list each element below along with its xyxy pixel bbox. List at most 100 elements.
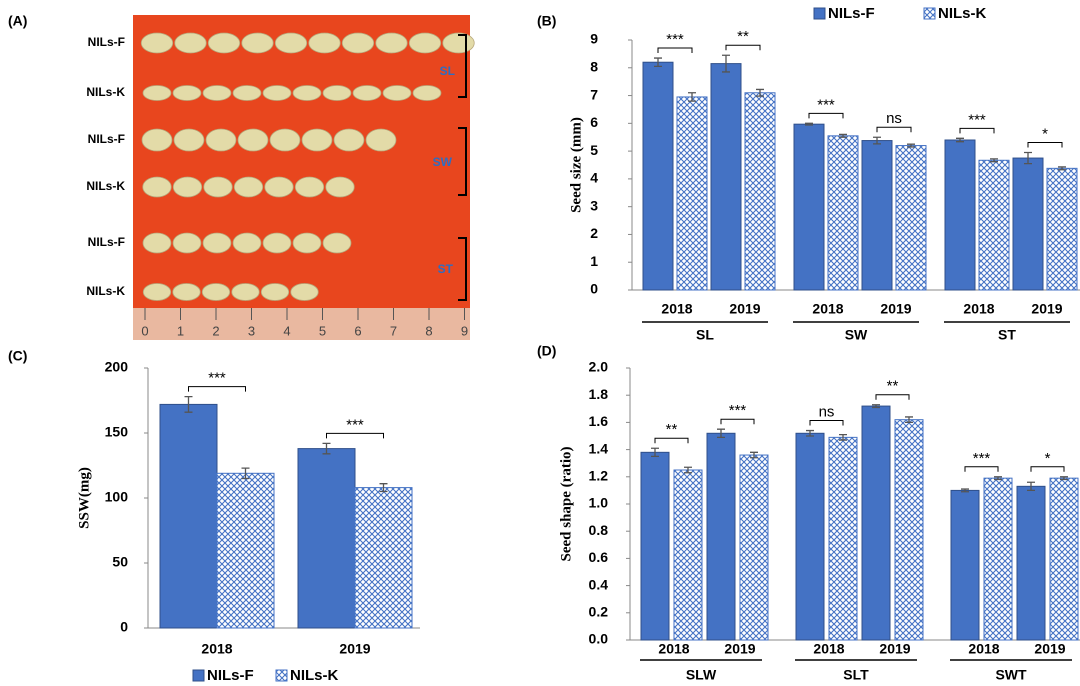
group-label: SW [845,327,868,343]
ruler-label: 4 [283,323,290,338]
seed [309,33,341,53]
bar [740,455,768,640]
x-tick-label: 2018 [963,301,994,317]
significance-bracket [1028,143,1062,148]
significance-label: *** [968,111,986,128]
bar [829,437,857,640]
seed [293,86,321,101]
row-label: NILs-F [88,235,125,249]
seed [275,33,307,53]
figure: (A)NILs-FNILs-KNILs-FNILs-KNILs-FNILs-KS… [0,0,1080,686]
ruler-label: 0 [141,323,148,338]
seed-photo [133,15,474,340]
bar [1047,168,1077,290]
bar [862,141,892,290]
legend-swatch [276,670,287,681]
y-tick-label: 2.0 [589,359,609,375]
legend-label: NILs-K [290,667,339,684]
significance-label: *** [666,31,684,48]
x-tick-label: 2019 [880,301,911,317]
bar [796,433,824,640]
significance-label: ** [666,421,678,438]
group-label: SLT [843,667,869,683]
seed [376,33,408,53]
seed [323,86,351,101]
y-tick-label: 0 [120,619,128,635]
significance-bracket [876,395,909,400]
seed [173,284,201,301]
significance-bracket [1031,467,1064,472]
y-axis-title: Seed size (mm) [568,117,584,213]
significance-label: * [1045,450,1051,467]
bar [711,64,741,290]
seed [173,86,201,101]
row-label: NILs-F [88,132,125,146]
seed [234,177,263,197]
bar [298,449,355,628]
ruler-label: 9 [461,323,468,338]
x-tick-label: 2019 [1034,641,1065,657]
x-tick-label: 2019 [729,301,760,317]
y-tick-label: 200 [105,359,129,375]
significance-bracket [726,45,760,50]
significance-label: *** [208,370,226,387]
seed [238,129,268,151]
legend-swatch [193,670,204,681]
panel-label: (A) [8,13,27,29]
bar [643,62,673,290]
y-tick-label: 9 [590,31,598,47]
bracket-label: ST [438,262,454,276]
seed [174,129,204,151]
seed [143,177,172,197]
y-tick-label: 0.6 [589,549,609,565]
bracket-label: SW [433,155,453,169]
seed [383,86,411,101]
y-tick-label: 150 [105,424,129,440]
ruler-label: 2 [212,323,219,338]
seed [142,129,172,151]
significance-label: ** [737,28,749,45]
y-tick-label: 0.2 [589,604,609,620]
legend-label: NILs-F [207,667,254,684]
ruler-label: 7 [390,323,397,338]
significance-bracket [658,48,692,53]
seed [203,233,231,253]
seed [206,129,236,151]
y-tick-label: 7 [590,86,598,102]
seed [175,33,207,53]
y-tick-label: 1.0 [589,495,609,511]
x-tick-label: 2018 [812,301,843,317]
seed [261,284,289,301]
bracket-label: SL [440,64,455,78]
significance-label: ** [887,378,899,395]
panel-label: (C) [8,348,27,364]
ruler-label: 6 [354,323,361,338]
bar [745,93,775,290]
y-tick-label: 0 [590,281,598,297]
significance-bracket [810,421,843,426]
seed [302,129,332,151]
y-axis-title: Seed shape (ratio) [558,447,574,562]
significance-bracket [809,113,843,118]
bar [355,488,412,628]
significance-bracket [655,438,688,443]
ruler-label: 1 [177,323,184,338]
significance-bracket [327,433,384,438]
significance-label: ns [886,110,902,127]
seed [323,233,351,253]
bar [895,420,923,640]
x-tick-label: 2018 [661,301,692,317]
y-tick-label: 1 [590,253,598,269]
bar [828,136,858,290]
seed [202,284,230,301]
y-tick-label: 6 [590,114,598,130]
y-tick-label: 1.6 [589,413,609,429]
y-tick-label: 1.2 [589,468,609,484]
significance-bracket [877,127,911,132]
bar [862,406,890,640]
bar [674,470,702,640]
seed [295,177,324,197]
panel-label: (D) [537,343,556,359]
significance-bracket [960,128,994,133]
panel-label: (B) [537,13,556,29]
